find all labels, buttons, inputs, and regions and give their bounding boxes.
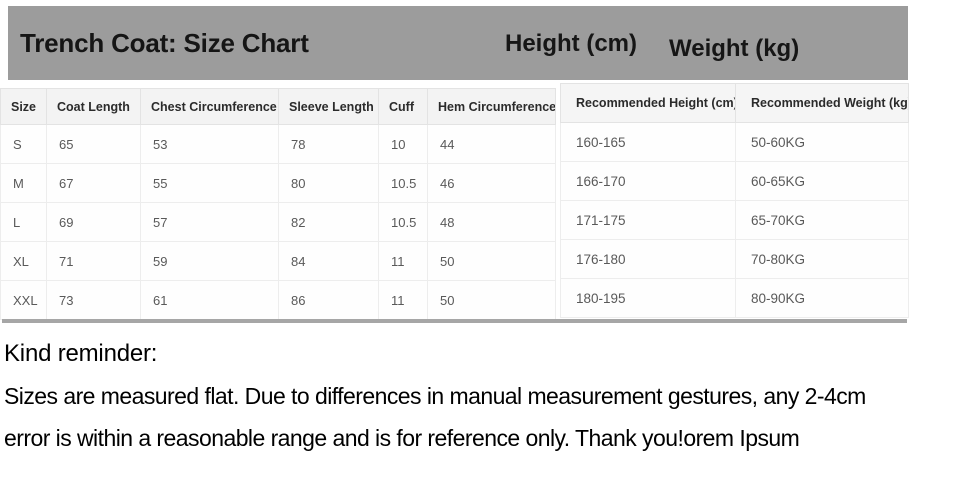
table-row-m: M 67 55 80 10.5 46 (0, 163, 556, 203)
table-cell: 70-80KG (735, 239, 909, 279)
table-cell: 50 (427, 241, 556, 281)
table-cell: 57 (140, 202, 279, 242)
table-cell: M (0, 163, 47, 203)
column-header-sleeve-length: Sleeve Length (278, 88, 379, 125)
table-cell: 166-170 (560, 161, 736, 201)
table-cell: 82 (278, 202, 379, 242)
table-cell: 11 (378, 280, 428, 320)
table-cell: 65 (46, 124, 141, 164)
table-cell: 50 (427, 280, 556, 320)
table-row: 171-175 65-70KG (560, 200, 909, 240)
table-cell: 10.5 (378, 163, 428, 203)
column-header-size: Size (0, 88, 47, 125)
table-cell: 50-60KG (735, 122, 909, 162)
table-cell: 53 (140, 124, 279, 164)
column-header-cuff: Cuff (378, 88, 428, 125)
header-bar: Trench Coat: Size Chart Height (cm) Weig… (8, 6, 908, 80)
table-cell: 176-180 (560, 239, 736, 279)
size-table: Size Coat Length Chest Circumference Sle… (0, 88, 556, 320)
table-row: 180-195 80-90KG (560, 278, 909, 318)
table-cell: S (0, 124, 47, 164)
table-cell: 71 (46, 241, 141, 281)
table-cell: 84 (278, 241, 379, 281)
height-unit-label: Height (cm) (505, 30, 637, 57)
column-header-recommended-height: Recommended Height (cm) (560, 83, 736, 123)
recommendation-header-row: Recommended Height (cm) Recommended Weig… (560, 83, 909, 123)
table-cell: 171-175 (560, 200, 736, 240)
table-cell: 67 (46, 163, 141, 203)
reminder-line-1: Sizes are measured flat. Due to differen… (4, 383, 866, 409)
recommendation-table: Recommended Height (cm) Recommended Weig… (560, 83, 909, 318)
reminder-text: Kind reminder: Sizes are measured flat. … (4, 333, 866, 459)
table-cell: 59 (140, 241, 279, 281)
column-header-hem-circumference: Hem Circumference (427, 88, 556, 125)
weight-unit-label: Weight (kg) (669, 35, 800, 62)
table-cell: 80-90KG (735, 278, 909, 318)
table-cell: 60-65KG (735, 161, 909, 201)
column-header-chest-circumference: Chest Circumference (140, 88, 279, 125)
page-title: Trench Coat: Size Chart (20, 28, 309, 58)
table-cell: 44 (427, 124, 556, 164)
table-row-xxl: XXL 73 61 86 11 50 (0, 280, 556, 320)
table-cell: 10.5 (378, 202, 428, 242)
size-table-header-row: Size Coat Length Chest Circumference Sle… (0, 88, 556, 125)
table-cell: 73 (46, 280, 141, 320)
table-row: 166-170 60-65KG (560, 161, 909, 201)
table-cell: 48 (427, 202, 556, 242)
table-cell: 80 (278, 163, 379, 203)
table-row-l: L 69 57 82 10.5 48 (0, 202, 556, 242)
table-cell: 10 (378, 124, 428, 164)
reminder-heading: Kind reminder: (4, 340, 158, 367)
table-cell: 46 (427, 163, 556, 203)
table-row: 160-165 50-60KG (560, 122, 909, 162)
table-cell: XXL (0, 280, 47, 320)
table-cell: 180-195 (560, 278, 736, 318)
table-cell: L (0, 202, 47, 242)
table-cell: XL (0, 241, 47, 281)
table-cell: 160-165 (560, 122, 736, 162)
column-header-recommended-weight: Recommended Weight (kg) (735, 83, 909, 123)
table-cell: 86 (278, 280, 379, 320)
table-cell: 61 (140, 280, 279, 320)
table-row-s: S 65 53 78 10 44 (0, 124, 556, 164)
table-cell: 55 (140, 163, 279, 203)
table-cell: 11 (378, 241, 428, 281)
table-cell: 69 (46, 202, 141, 242)
column-header-coat-length: Coat Length (46, 88, 141, 125)
divider-bar (2, 319, 907, 323)
reminder-line-2: error is within a reasonable range and i… (4, 425, 800, 451)
table-cell: 78 (278, 124, 379, 164)
table-row: 176-180 70-80KG (560, 239, 909, 279)
table-row-xl: XL 71 59 84 11 50 (0, 241, 556, 281)
table-cell: 65-70KG (735, 200, 909, 240)
